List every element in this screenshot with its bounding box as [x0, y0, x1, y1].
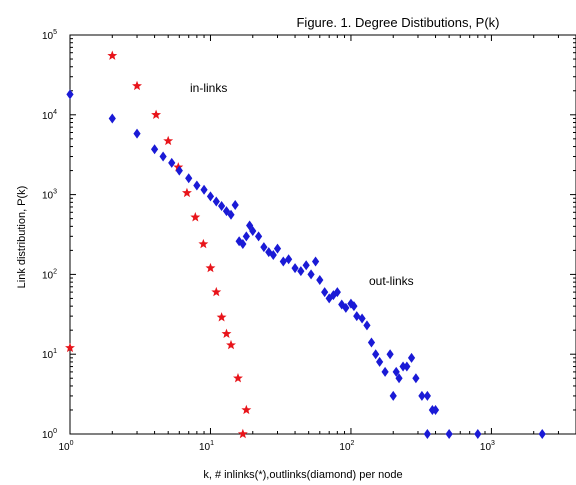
outlink-diamond-point — [372, 349, 380, 360]
outlink-diamond-point — [403, 361, 411, 372]
x-tick-label: 101 — [199, 440, 214, 453]
outlink-diamond-point — [412, 373, 420, 384]
outlink-diamond-point — [159, 151, 167, 162]
outlink-diamond-point — [260, 242, 268, 253]
inlink-star-point — [190, 212, 201, 222]
inlink-star-point — [216, 312, 227, 322]
inlink-star-point — [132, 80, 142, 91]
outlink-diamond-point — [297, 266, 305, 277]
outlink-diamond-point — [342, 302, 350, 313]
outlink-diamond-point — [254, 231, 263, 242]
outlink-diamond-point — [325, 293, 333, 304]
inlink-star-point — [163, 135, 174, 146]
outlink-diamond-point — [418, 390, 426, 401]
outlink-diamond-point — [389, 390, 397, 401]
inlink-star-point — [237, 428, 248, 439]
outlink-diamond-point — [239, 239, 247, 250]
inlink-star-point — [241, 404, 252, 415]
outlink-diamond-point — [265, 247, 273, 258]
inlink-star-point — [233, 373, 243, 383]
outlink-diamond-point — [358, 313, 366, 324]
outlink-diamond-point — [212, 196, 220, 207]
outlink-diamond-point — [302, 260, 310, 271]
inlink-star-point — [182, 187, 192, 198]
y-tick-label: 102 — [42, 268, 57, 281]
outlink-diamond-point — [193, 180, 201, 191]
outlink-diamond-point — [376, 356, 384, 367]
inlink-star-point — [107, 50, 118, 60]
outlink-diamond-point — [431, 404, 440, 415]
outlink-diamond-point — [392, 366, 400, 377]
outlink-diamond-point — [269, 250, 277, 261]
inlink-star-point — [211, 286, 222, 297]
y-tick-label: 103 — [42, 189, 57, 202]
outlink-diamond-point — [206, 191, 215, 202]
outlink-diamond-point — [347, 298, 355, 309]
outlink-diamond-point — [321, 287, 329, 298]
outlink-diamond-point — [311, 256, 320, 267]
outlink-diamond-point — [168, 157, 176, 168]
outlink-diamond-point — [175, 165, 183, 176]
outlink-diamond-point — [108, 113, 116, 124]
outlink-diamond-point — [353, 311, 361, 322]
chart-title: Figure. 1. Degree Distibutions, P(k) — [296, 15, 499, 30]
outlink-diamond-point — [242, 231, 250, 242]
outlink-diamond-point — [217, 200, 226, 211]
inlink-star-point — [205, 262, 216, 273]
outlink-diamond-point — [249, 225, 257, 236]
y-tick-label: 105 — [42, 29, 57, 42]
inlink-star-point — [221, 328, 232, 339]
outlink-diamond-point — [381, 366, 389, 377]
outlink-diamond-point — [185, 173, 193, 184]
outlink-diamond-point — [133, 128, 141, 139]
inlink-star-point — [151, 109, 162, 120]
outlink-diamond-point — [291, 263, 299, 274]
y-tick-label: 101 — [42, 348, 57, 361]
outlink-diamond-point — [338, 299, 346, 310]
x-axis-label: k, # inlinks(*),outlinks(diamond) per no… — [203, 469, 402, 481]
data-series — [65, 50, 546, 439]
outlink-diamond-point — [395, 373, 403, 384]
outlink-diamond-point — [386, 349, 394, 360]
outlink-diamond-point — [66, 89, 74, 100]
plot-frame — [69, 34, 576, 435]
plot-area — [69, 34, 576, 435]
x-tick-label: 103 — [480, 440, 495, 453]
outlink-diamond-point — [474, 429, 482, 439]
outlink-diamond-point — [350, 301, 358, 312]
outlink-diamond-point — [399, 361, 407, 372]
outlink-diamond-point — [423, 429, 431, 439]
outlink-diamond-point — [231, 200, 239, 211]
axis-ticks: 100 101 102 103 100 101 102 103 104 105 — [42, 29, 576, 453]
outlink-diamond-point — [227, 209, 235, 220]
outlink-diamond-point — [279, 256, 287, 267]
y-axis-label: Link distribution, P(k) — [16, 186, 28, 289]
inlink-star-point — [173, 162, 184, 172]
x-tick-label: 102 — [339, 440, 354, 453]
outlink-diamond-point — [200, 184, 208, 195]
outlink-diamond-point — [333, 287, 341, 298]
outlink-diamond-point — [150, 144, 159, 155]
y-tick-label: 104 — [42, 109, 57, 122]
outlink-diamond-point — [445, 429, 453, 439]
x-tick-label: 100 — [58, 440, 73, 453]
annotation-in-links: in-links — [190, 81, 227, 95]
inlink-star-point — [65, 342, 75, 353]
inlink-star-point — [226, 339, 236, 350]
outlink-diamond-point — [316, 275, 324, 286]
outlink-diamond-point — [367, 337, 376, 348]
y-tick-label: 100 — [42, 428, 57, 441]
outlink-diamond-point — [363, 320, 371, 331]
annotation-out-links: out-links — [369, 274, 414, 288]
outlink-diamond-point — [285, 254, 293, 265]
outlink-diamond-point — [307, 269, 315, 280]
outlink-diamond-point — [407, 352, 416, 363]
inlink-star-point — [198, 238, 209, 249]
outlink-diamond-point — [273, 243, 282, 254]
outlink-diamond-point — [538, 429, 546, 439]
outlink-diamond-point — [423, 390, 431, 401]
